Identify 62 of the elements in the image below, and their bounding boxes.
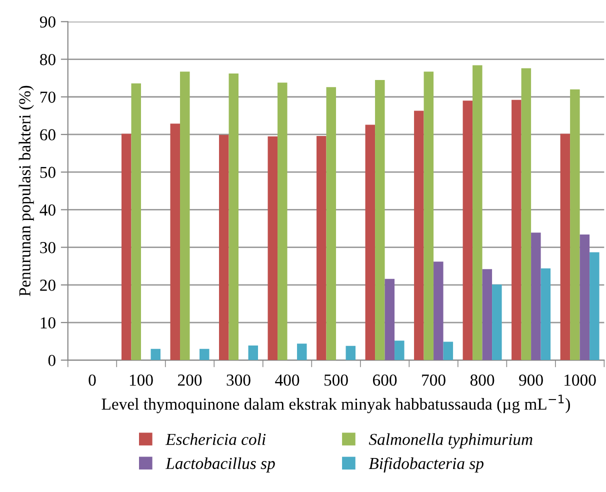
bar: [180, 72, 190, 360]
bar: [365, 124, 376, 360]
bar: [590, 252, 600, 360]
x-axis-title: Level thymoquinone dalam ekstrak minyak habbatussauda (µg mL$^{−1}$): [102, 394, 570, 414]
bar: [122, 134, 132, 360]
y-tick-label: 20: [40, 280, 56, 291]
bar: [346, 346, 356, 360]
x-tick-label: 800: [470, 374, 494, 386]
bar: [268, 136, 278, 360]
x-tick-label: 400: [275, 374, 300, 386]
bar: [512, 100, 522, 360]
bar: [200, 348, 210, 360]
bar: [414, 110, 424, 360]
x-tick-label: 600: [373, 374, 397, 386]
x-tick-label: 100: [130, 374, 153, 386]
x-tick-label: 900: [519, 374, 543, 386]
bar: [170, 124, 180, 360]
x-tick-label: 700: [422, 374, 446, 386]
bar: [540, 268, 551, 360]
y-tick-label: 10: [40, 317, 56, 328]
bar: [521, 68, 532, 360]
bar: [531, 232, 541, 360]
x-tick-label: 0: [88, 374, 96, 386]
bar: [131, 83, 142, 360]
legend-label: Bifidobacteria sp: [368, 457, 484, 472]
bar: [482, 269, 492, 360]
bar: [384, 278, 395, 360]
y-tick-label: 0: [48, 354, 56, 366]
y-tick-label: 70: [40, 92, 56, 103]
y-tick-label: 40: [40, 204, 56, 216]
y-tick-label: 90: [40, 16, 56, 28]
bar: [326, 87, 336, 360]
legend-label: Lactobacillus sp: [165, 457, 275, 472]
bar: [424, 72, 434, 360]
bar: [443, 342, 454, 360]
bar: [580, 234, 590, 360]
bar: [375, 80, 385, 360]
x-tick-label: 1000: [564, 374, 596, 386]
bar: [316, 136, 326, 360]
bar: [560, 134, 570, 360]
bar: [297, 344, 307, 360]
x-tick-label: 200: [178, 374, 202, 386]
bar: [434, 262, 444, 360]
bar: [492, 284, 502, 360]
legend-label: Eschericia coli: [165, 433, 266, 446]
bar: [150, 348, 161, 360]
x-tick-label: 300: [226, 374, 250, 386]
bar: [462, 100, 473, 360]
bar: [394, 340, 404, 360]
y-tick-label: 60: [40, 129, 56, 140]
y-tick-label: 80: [40, 54, 56, 66]
bar: [248, 345, 258, 360]
bar: [228, 74, 239, 360]
x-tick-label: 500: [324, 374, 348, 386]
bar: [219, 134, 229, 360]
bar: [278, 82, 288, 360]
legend-label: Salmonella typhimurium: [368, 433, 532, 448]
y-tick-label: 30: [40, 242, 56, 254]
y-tick-label: 50: [40, 166, 56, 178]
bar: [472, 65, 482, 360]
bar: [570, 89, 580, 360]
y-axis-title: Penurunan populasi bakteri (%): [18, 86, 34, 296]
